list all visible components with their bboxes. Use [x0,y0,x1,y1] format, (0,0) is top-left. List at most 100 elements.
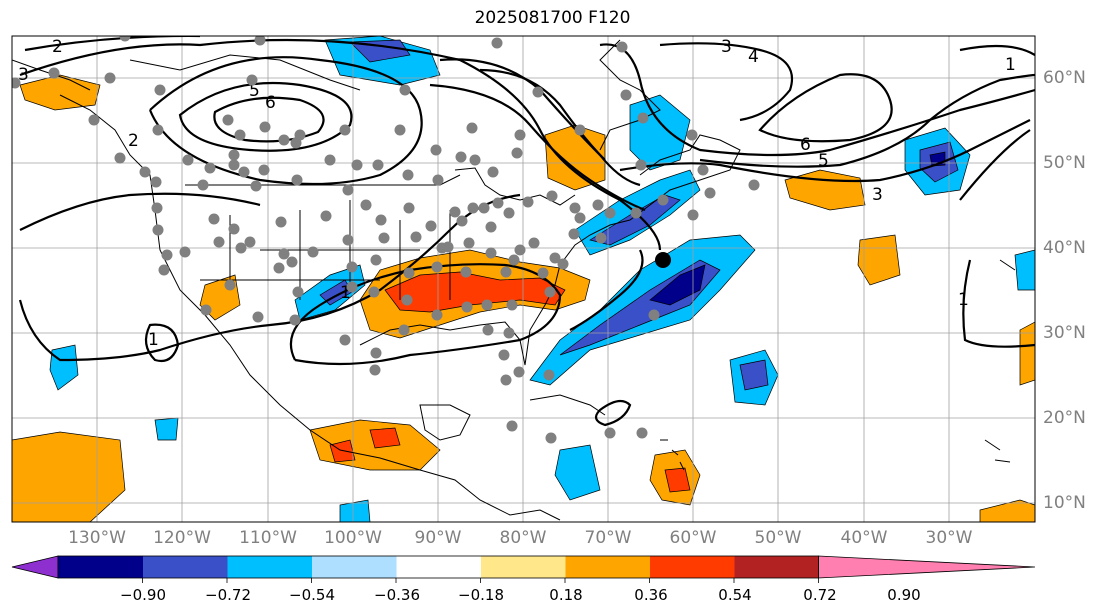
station-marker [463,237,475,249]
station-marker [161,249,173,261]
colorbar-segment [734,556,820,578]
lon-label: 120°W [153,528,211,548]
fill-blue-top [349,39,411,63]
station-marker [324,154,336,166]
station-marker [595,232,607,244]
station-marker [307,246,319,258]
station-marker [394,124,406,136]
fill-lightblue-east [1014,249,1035,291]
station-marker [114,152,126,164]
station-marker [432,174,444,186]
map-title: 2025081700 F120 [474,8,631,28]
station-marker [375,214,387,226]
station-marker [410,231,422,243]
station-marker [492,197,504,209]
station-marker [372,159,384,171]
station-marker [228,149,240,161]
station-marker [592,199,604,211]
lon-label: 130°W [68,528,126,548]
station-marker [697,164,709,176]
station-marker [151,202,163,214]
contour-label: 4 [748,47,759,67]
fill-blue-midatlantic [739,359,769,391]
station-marker [431,261,443,273]
station-marker [604,207,616,219]
lat-label: 10°N [1043,493,1086,513]
station-marker [342,234,354,246]
station-marker [286,256,298,268]
colorbar-segment [565,556,651,578]
station-marker [485,221,497,233]
station-marker [403,202,415,214]
station-marker [346,261,358,273]
station-marker [467,202,479,214]
station-marker [557,258,569,270]
colorbar-segment [481,556,566,578]
station-marker [200,304,212,316]
colorbar-segment [227,556,313,578]
contour-1-east [959,44,1035,348]
station-marker [150,176,162,188]
colorbar-tick-label: 0.54 [718,586,752,604]
colorbar-segment [143,556,228,578]
station-marker [119,36,131,42]
station-marker [687,209,699,221]
station-marker [224,279,236,291]
station-marker [545,432,557,444]
station-marker [616,41,628,53]
contour-label: 3 [721,37,732,57]
fill-orange-ne-small [1019,321,1035,386]
fill-orange-hudson [544,124,606,191]
fill-lightblue-gulf [339,499,371,522]
station-marker [378,232,390,244]
station-marker [514,244,526,256]
station-marker [748,179,760,191]
colorbar-tick-label: −0.90 [120,586,166,604]
station-marker [213,236,225,248]
colorbar-tick-label: 0.72 [803,586,837,604]
station-marker [228,159,240,171]
contour-label: 1 [1005,55,1016,75]
colorbar-tick-label: 0.18 [549,586,583,604]
contour-label: 3 [872,185,883,205]
station-marker [478,202,490,214]
station-marker [250,180,262,192]
colorbar-tick-label: 0.90 [887,586,921,604]
station-marker [522,196,534,208]
lon-label: 80°W [499,528,547,548]
station-marker [430,144,442,156]
station-marker [469,154,481,166]
fill-red-caribbean [664,467,691,493]
station-marker [704,187,716,199]
station-marker [544,286,556,298]
station-marker [320,210,332,222]
fill-orange-se [979,499,1035,522]
station-marker [635,159,647,171]
contour-label: 2 [52,37,63,57]
contour-6-east [758,73,893,143]
station-marker [291,174,303,186]
station-marker [208,213,220,225]
station-marker [258,164,270,176]
contour-label: 2 [128,131,139,151]
station-marker [506,299,518,311]
lon-label: 30°W [925,528,973,548]
station-marker [222,114,234,126]
station-marker [398,324,410,336]
colorbar-tick-label: −0.72 [205,586,251,604]
station-marker [234,129,246,141]
station-marker [686,129,698,141]
station-marker [482,324,494,336]
station-marker [500,374,512,386]
station-marker [491,37,503,49]
fill-lightblue-caribbean [554,444,601,501]
lon-label: 90°W [414,528,462,548]
station-marker [152,224,164,236]
contour-label: 6 [265,93,276,113]
station-marker [528,237,540,249]
station-marker [104,72,116,84]
station-marker [369,364,381,376]
lon-label: 60°W [669,528,717,548]
colorbar-extend-low [11,555,59,579]
contour-6-ring [213,96,325,143]
